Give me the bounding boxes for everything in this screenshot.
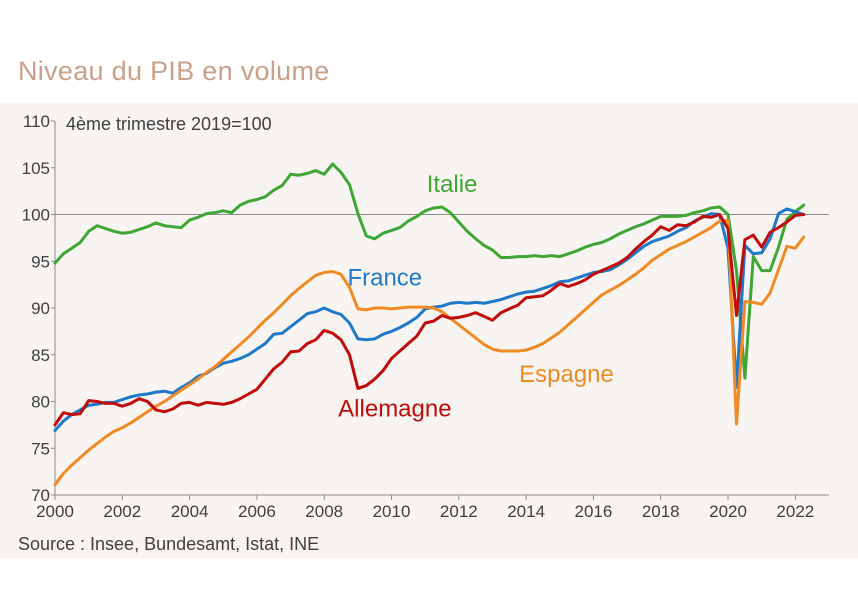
x-tick-label: 2020 [709, 502, 747, 521]
x-tick-label: 2004 [171, 502, 209, 521]
x-tick-label: 2014 [507, 502, 545, 521]
x-tick-label: 2010 [373, 502, 411, 521]
x-tick-label: 2006 [238, 502, 276, 521]
axis-layer: 70 75 80 85 90 95 100 105 110 2000 2002 2004 2006 200… [22, 112, 829, 521]
label-layer: Italie France Espagne Allemagne [338, 171, 614, 422]
x-tick-label: 2002 [103, 502, 141, 521]
series-label-italie: Italie [427, 171, 478, 198]
y-tick-label: 100 [22, 206, 50, 225]
x-tick-label: 2000 [36, 502, 74, 521]
y-tick-label: 110 [23, 112, 50, 131]
y-tick-label: 90 [31, 299, 50, 318]
x-tick-label: 2018 [642, 502, 680, 521]
series-label-espagne: Espagne [519, 361, 614, 388]
y-tick-label: 105 [22, 159, 50, 178]
y-tick-label: 95 [31, 252, 50, 271]
x-tick-label: 2016 [575, 502, 613, 521]
chart-source: Source : Insee, Bundesamt, Istat, INE [18, 534, 319, 554]
chart-panel [0, 103, 858, 558]
series-line-espagne [53, 218, 806, 487]
y-tick-label: 80 [31, 393, 50, 412]
x-tick-label: 2012 [440, 502, 478, 521]
series-label-allemagne: Allemagne [338, 395, 451, 422]
series-line-italie [53, 162, 806, 380]
chart-title: Niveau du PIB en volume [18, 56, 330, 86]
x-tick-label: 2008 [305, 502, 343, 521]
x-tick-label: 2022 [776, 502, 814, 521]
y-tick-label: 75 [31, 439, 50, 458]
y-tick-label: 85 [31, 346, 50, 365]
chart-subtitle: 4ème trimestre 2019=100 [66, 114, 272, 134]
series-label-france: France [347, 265, 422, 292]
series-line-allemagne [53, 213, 806, 427]
series-layer [53, 162, 806, 487]
y-tick-label: 70 [31, 486, 50, 505]
